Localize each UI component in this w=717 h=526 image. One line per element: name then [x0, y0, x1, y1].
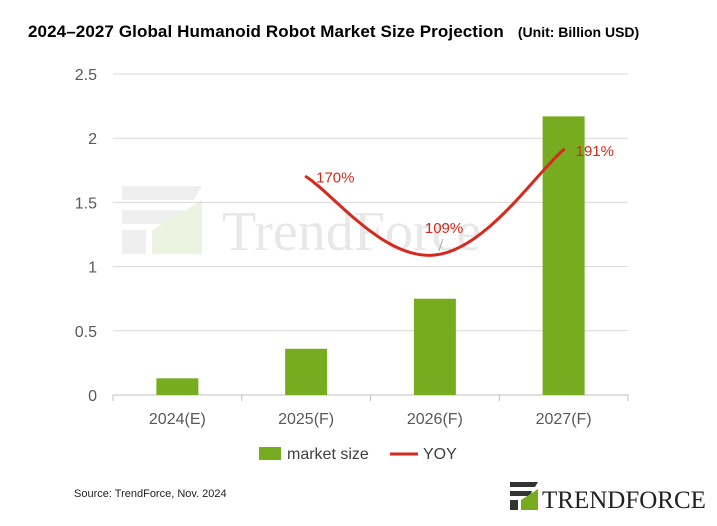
legend: market size YOY: [259, 446, 457, 463]
gridlines: [112, 73, 629, 401]
legend-swatch-market-size: [259, 447, 281, 460]
yoy-data-label: 109%: [425, 220, 463, 237]
x-tick-label: 2026(F): [407, 411, 463, 428]
y-tick-label: 2: [88, 131, 97, 148]
source-note: Source: TrendForce, Nov. 2024: [74, 488, 227, 500]
legend-label-market-size: market size: [287, 446, 369, 463]
x-tick-label: 2027(F): [536, 411, 592, 428]
watermark-text: TrendForce: [222, 201, 481, 263]
bar-market-size: [413, 298, 456, 395]
chart-unit: (Unit: Billion USD): [517, 24, 640, 40]
yoy-data-label: 170%: [316, 170, 354, 187]
y-axis-labels: 0 0.5 1 1.5 2 2.5: [75, 67, 97, 405]
x-tick-label: 2024(E): [149, 411, 206, 428]
logo-wordmark: TRENDFORCE: [542, 487, 706, 513]
yoy-data-label: 191%: [576, 143, 614, 160]
x-tick-label: 2025(F): [278, 411, 334, 428]
bars: [156, 116, 585, 395]
y-tick-label: 0.5: [75, 324, 97, 341]
y-tick-label: 1: [88, 260, 97, 277]
data-label-leader: [438, 238, 444, 252]
y-tick-label: 1.5: [75, 195, 97, 212]
watermark-logo: [122, 186, 202, 254]
bar-market-size: [285, 348, 328, 395]
watermark: TrendForce: [122, 186, 481, 263]
trendforce-logo: TRENDFORCE: [510, 482, 706, 513]
yoy-line: [304, 148, 566, 257]
chart-title: 2024–2027 Global Humanoid Robot Market S…: [28, 22, 504, 41]
yoy-line-group: 170% 109% 191%: [304, 143, 614, 257]
x-axis-labels: 2024(E) 2025(F) 2026(F) 2027(F): [149, 411, 592, 428]
legend-label-yoy: YOY: [423, 446, 457, 463]
chart-title-row: 2024–2027 Global Humanoid Robot Market S…: [28, 22, 708, 52]
y-tick-label: 0: [88, 388, 97, 405]
y-tick-label: 2.5: [75, 67, 97, 84]
bar-market-size: [156, 378, 199, 395]
